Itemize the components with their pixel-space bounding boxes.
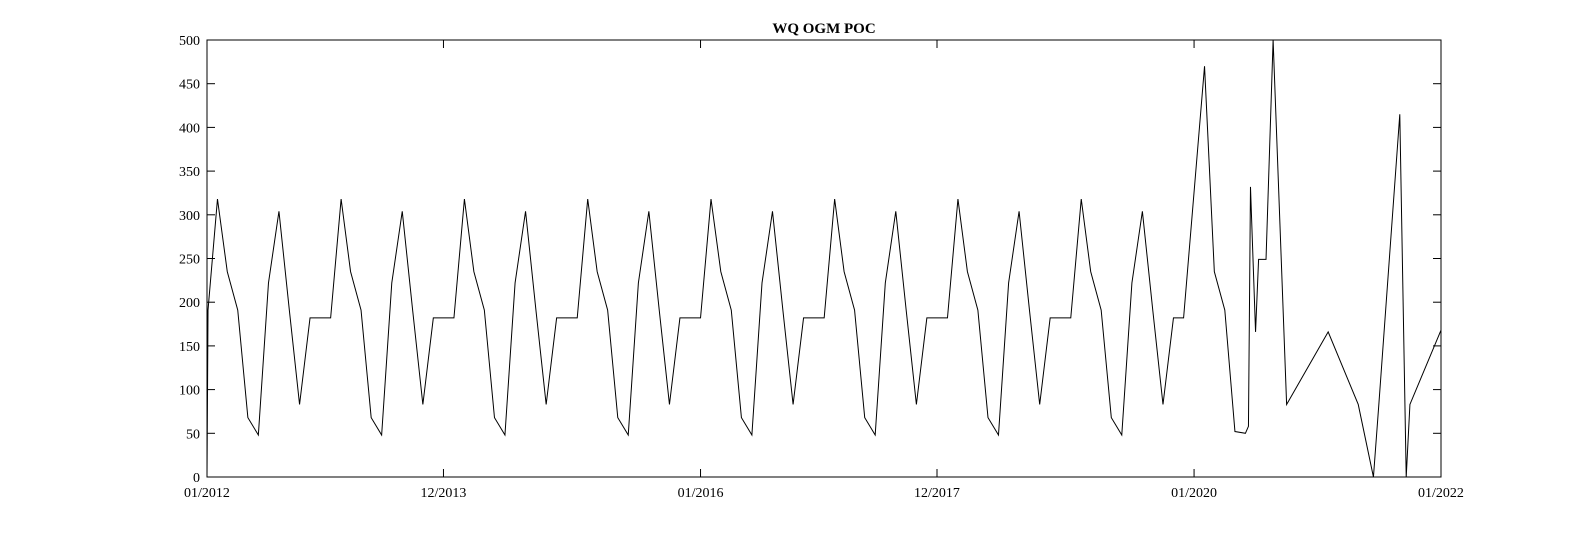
y-tick-label: 250	[179, 253, 200, 268]
x-tick-label: 01/2020	[1171, 486, 1217, 501]
series-line-0	[206, 39, 1442, 478]
y-tick-label: 300	[179, 209, 200, 224]
y-tick-label: 450	[179, 78, 200, 93]
y-tick-label: 150	[179, 340, 200, 355]
series-layer	[206, 39, 1442, 478]
y-tick-label: 500	[179, 34, 200, 49]
y-tick-label: 200	[179, 296, 200, 311]
x-tick-label: 01/2012	[184, 486, 230, 501]
plot-frame	[206, 39, 1442, 478]
y-tick-label: 50	[186, 427, 200, 442]
y-tick-label: 400	[179, 121, 200, 136]
x-tick-label: 01/2022	[1418, 486, 1464, 501]
x-tick-label: 12/2013	[421, 486, 467, 501]
x-tick-label: 01/2016	[678, 486, 724, 501]
x-tick-label: 12/2017	[914, 486, 960, 501]
y-tick-label: 100	[179, 384, 200, 399]
chart-title: WQ OGM POC	[772, 21, 875, 37]
y-tick-label: 350	[179, 165, 200, 180]
y-tick-label: 0	[193, 471, 200, 486]
axes: 0 50 100 150 200 250 300 350 400 450 500 01/2012 12/…	[179, 34, 1464, 501]
